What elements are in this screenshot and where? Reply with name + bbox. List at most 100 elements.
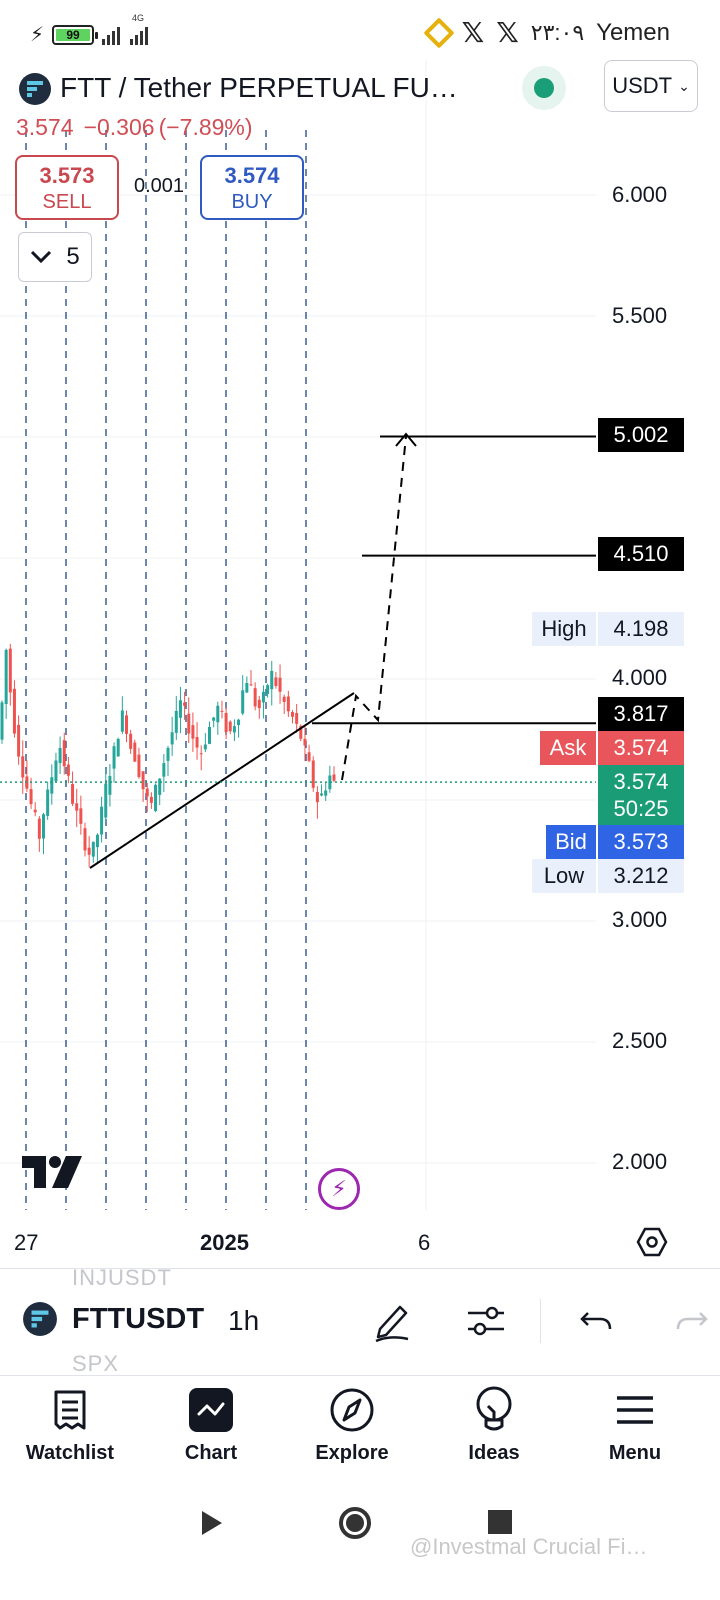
candle-body (58, 748, 62, 764)
vertical-gridlines (25, 60, 427, 1210)
candle-body (37, 818, 41, 839)
candle-body (100, 806, 104, 835)
nav-chart[interactable]: Chart (151, 1384, 271, 1465)
candle-body (87, 847, 91, 855)
lightbulb-icon (476, 1386, 512, 1431)
candle-body (95, 834, 99, 848)
symbol-carousel-prev[interactable]: INJUSDT (72, 1265, 172, 1290)
watermark-text: @Investmal Crucial Fi… (410, 1534, 648, 1559)
low-price-tag: 3.212 (598, 859, 684, 893)
candle-body (299, 725, 303, 739)
spread-value: 0.001 (133, 175, 185, 197)
live-dot-icon (534, 78, 554, 98)
candle-body (129, 733, 133, 749)
candle-body (332, 774, 336, 781)
bid-price-tag: 3.573 (598, 825, 684, 859)
candle-body (315, 791, 319, 803)
interval-selector[interactable]: 1h (228, 1305, 260, 1336)
candle-body (183, 702, 187, 706)
candle-body (137, 754, 141, 777)
price-chart[interactable] (0, 0, 720, 1268)
nav-explore[interactable]: Explore (292, 1384, 412, 1465)
drawing-tool-icon[interactable] (370, 1299, 414, 1343)
chevron-down-icon: ⌄ (678, 77, 690, 94)
status-region: Yemen (596, 18, 670, 46)
indicators-settings-icon[interactable] (464, 1299, 508, 1343)
ftt-logo-icon (23, 1302, 57, 1336)
candle-body (224, 712, 228, 733)
symbol-selector[interactable]: FTTUSDT (72, 1303, 205, 1335)
redo-icon[interactable] (674, 1299, 710, 1343)
candle-body (220, 710, 224, 712)
price-change-pct: (−7.89%) (158, 114, 253, 140)
candle-body (174, 710, 178, 733)
play-icon[interactable] (200, 1509, 224, 1537)
candle-body (195, 737, 199, 748)
nav-label: Explore (315, 1442, 389, 1464)
nav-label: Chart (184, 1442, 238, 1464)
candle-body (125, 715, 128, 734)
currency-selector[interactable]: USDT ⌄ (604, 60, 698, 112)
nav-label: Ideas (468, 1442, 520, 1464)
candle-body (320, 793, 324, 796)
candle-body (104, 783, 108, 818)
candle-body (46, 789, 50, 816)
last-price: 3.574 (613, 769, 669, 794)
candle-body (108, 775, 112, 795)
nav-watchlist[interactable]: Watchlist (10, 1384, 130, 1465)
candle-body (83, 828, 87, 851)
candle-body (253, 688, 257, 707)
breakout-price-tag[interactable]: 3.817 (598, 697, 684, 731)
flash-icon[interactable]: ⚡ (318, 1168, 360, 1210)
bolt-icon: ⚡ (30, 24, 45, 46)
candle-body (282, 696, 286, 702)
candle-body (241, 690, 245, 714)
candle-body (149, 796, 153, 803)
y-axis-label: 6.000 (612, 182, 668, 207)
buy-button[interactable]: 3.574 BUY (200, 155, 304, 220)
compass-icon (330, 1388, 374, 1432)
candle-body (62, 740, 66, 767)
candle-body (120, 710, 124, 732)
target-2-price-tag[interactable]: 5.002 (598, 418, 684, 452)
mobile-data-icon: 4G (130, 13, 149, 45)
sell-button[interactable]: 3.573 SELL (15, 155, 119, 220)
undo-icon[interactable] (578, 1299, 614, 1343)
x-axis-label-year: 2025 (200, 1230, 249, 1255)
symbol-carousel-next[interactable]: SPX (72, 1351, 120, 1376)
candle-body (266, 685, 270, 694)
home-circle-icon[interactable] (338, 1506, 372, 1540)
candle-body (270, 670, 274, 690)
ftt-logo-icon (19, 73, 51, 105)
y-axis-label: 4.000 (612, 665, 668, 690)
projection-path (341, 435, 407, 781)
candle-body (291, 712, 294, 717)
menu-icon (617, 1396, 653, 1424)
symbol-title[interactable]: FTT / Tether PERPETUAL FU… (60, 72, 458, 103)
candle-body (21, 756, 25, 778)
status-right: 𝕏 𝕏 ٢٣:٠٩ Yemen (423, 16, 670, 49)
market-status-indicator[interactable] (522, 66, 566, 110)
candle-body (212, 717, 216, 721)
indicator-count: 5 (66, 243, 80, 270)
chart-toolbar: INJUSDT FTTUSDT 1h SPX (0, 1265, 720, 1376)
recent-apps-icon[interactable] (488, 1510, 512, 1534)
currency-label: USDT (612, 73, 673, 98)
x-axis-label: 27 (14, 1230, 39, 1255)
bottom-navigation: Watchlist Chart Explore Ideas Menu (0, 1376, 720, 1474)
target-1-price-tag[interactable]: 4.510 (598, 537, 684, 571)
candle-body (158, 778, 162, 795)
buy-label: BUY (231, 191, 273, 213)
candle-body (50, 777, 54, 794)
nav-label: Watchlist (25, 1442, 115, 1464)
nav-menu[interactable]: Menu (575, 1384, 695, 1465)
nav-ideas[interactable]: Ideas (434, 1384, 554, 1465)
buy-price: 3.574 (224, 163, 280, 188)
candle-body (295, 712, 299, 724)
candle-body (162, 763, 166, 777)
chart-settings-icon[interactable] (636, 1226, 668, 1258)
indicators-collapse-button[interactable]: 5 (18, 232, 92, 282)
support-trendline (89, 692, 355, 869)
status-time: ٢٣:٠٩ (530, 19, 585, 45)
candle-body (4, 649, 8, 705)
